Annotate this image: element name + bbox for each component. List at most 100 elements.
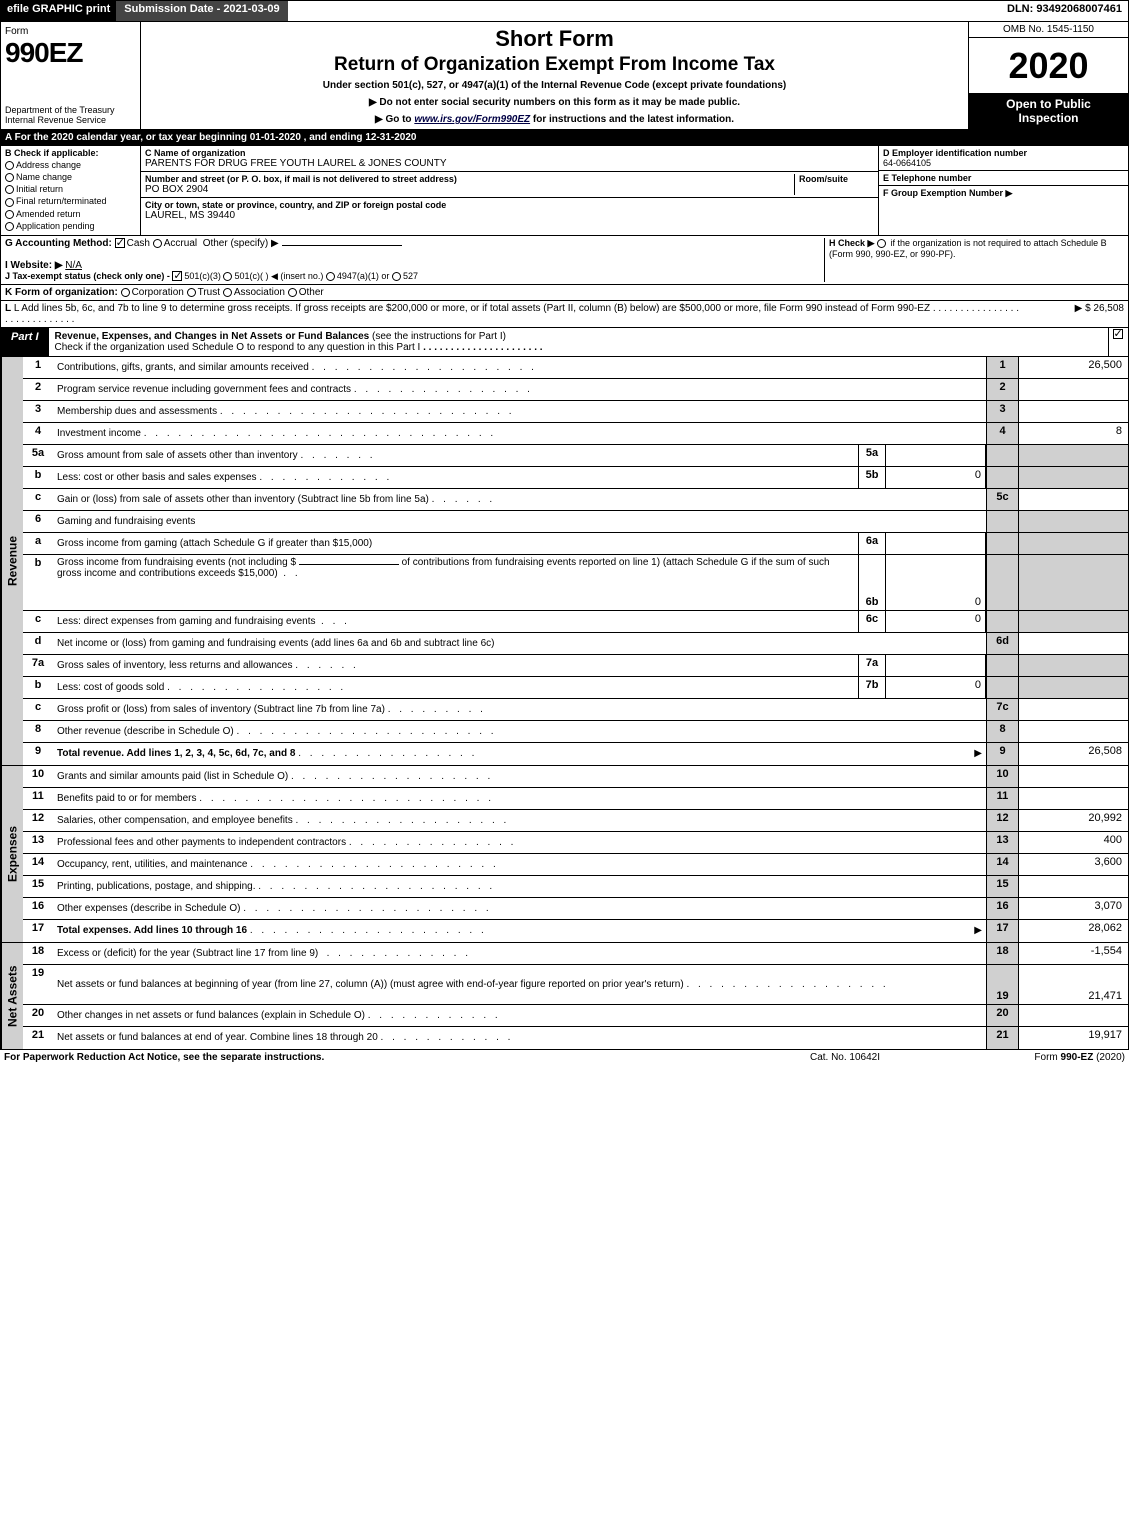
line-num: 8 xyxy=(23,721,53,742)
chk-assoc[interactable] xyxy=(223,288,232,297)
chk-amended[interactable]: Amended return xyxy=(5,209,136,219)
line-desc: Less: direct expenses from gaming and fu… xyxy=(53,611,858,632)
j-opt: 4947(a)(1) or xyxy=(337,271,390,281)
line-rnum-blank xyxy=(986,677,1018,698)
chk-corp[interactable] xyxy=(121,288,130,297)
irs-link[interactable]: www.irs.gov/Form990EZ xyxy=(414,114,530,125)
line-desc: Excess or (deficit) for the year (Subtra… xyxy=(53,943,986,964)
form-title-short: Short Form xyxy=(149,26,960,52)
city-row: City or town, state or province, country… xyxy=(141,198,878,223)
sub-val: 0 xyxy=(886,611,986,632)
inspect-line1: Open to Public xyxy=(1006,97,1091,111)
line-6: 6 Gaming and fundraising events xyxy=(23,511,1128,533)
ein-row: D Employer identification number 64-0664… xyxy=(879,146,1128,171)
header-sub1: Under section 501(c), 527, or 4947(a)(1)… xyxy=(149,80,960,91)
chk-4947[interactable] xyxy=(326,272,335,281)
line-rnum: 11 xyxy=(986,788,1018,809)
line-rval-blank xyxy=(1018,611,1128,632)
chk-initial-return[interactable]: Initial return xyxy=(5,184,136,194)
line-rval: -1,554 xyxy=(1018,943,1128,964)
open-inspection: Open to Public Inspection xyxy=(969,93,1128,129)
website-val: N/A xyxy=(65,260,82,271)
line-rnum: 2 xyxy=(986,379,1018,400)
line-5a: 5a Gross amount from sale of assets othe… xyxy=(23,445,1128,467)
line-desc: Gross income from gaming (attach Schedul… xyxy=(53,533,858,554)
e-label: E Telephone number xyxy=(883,173,971,183)
line-desc: Total expenses. Add lines 10 through 16 … xyxy=(53,920,986,942)
line-desc: Membership dues and assessments . . . . … xyxy=(53,401,986,422)
part1-checkbox[interactable] xyxy=(1108,328,1128,356)
line-desc: Net assets or fund balances at end of ye… xyxy=(53,1027,986,1049)
chk-cash[interactable] xyxy=(115,238,125,248)
line-rnum: 5c xyxy=(986,489,1018,510)
sub3-post: for instructions and the latest informat… xyxy=(530,114,734,125)
sub-val xyxy=(886,445,986,466)
line-desc: Gross amount from sale of assets other t… xyxy=(53,445,858,466)
line-num: 18 xyxy=(23,943,53,964)
sub-val xyxy=(886,533,986,554)
efile-label[interactable]: efile GRAPHIC print xyxy=(1,1,116,21)
chk-address-change[interactable]: Address change xyxy=(5,160,136,170)
line-rnum-blank xyxy=(986,511,1018,532)
line-rval xyxy=(1018,721,1128,742)
line-1: 1 Contributions, gifts, grants, and simi… xyxy=(23,357,1128,379)
line-rnum: 17 xyxy=(986,920,1018,942)
chk-name-change[interactable]: Name change xyxy=(5,172,136,182)
chk-h[interactable] xyxy=(877,239,886,248)
revenue-table: Revenue 1 Contributions, gifts, grants, … xyxy=(0,357,1129,766)
line-num: 20 xyxy=(23,1005,53,1026)
contrib-input[interactable] xyxy=(299,564,399,565)
chk-527[interactable] xyxy=(392,272,401,281)
chk-label: Application pending xyxy=(16,221,95,231)
row-a-tax-year: A For the 2020 calendar year, or tax yea… xyxy=(0,130,1129,146)
sub-num: 5b xyxy=(858,467,886,488)
room-label: Room/suite xyxy=(799,174,848,184)
line-num: 16 xyxy=(23,898,53,919)
expenses-table: Expenses 10 Grants and similar amounts p… xyxy=(0,766,1129,943)
chk-app-pending[interactable]: Application pending xyxy=(5,221,136,231)
chk-label: Final return/terminated xyxy=(16,196,107,206)
part1-tab: Part I xyxy=(1,328,49,356)
line-desc: Gross profit or (loss) from sales of inv… xyxy=(53,699,986,720)
line-7b: b Less: cost of goods sold . . . . . . .… xyxy=(23,677,1128,699)
page-footer: For Paperwork Reduction Act Notice, see … xyxy=(0,1050,1129,1065)
group-exemption-row: F Group Exemption Number ▶ xyxy=(879,186,1128,235)
line-rnum: 20 xyxy=(986,1005,1018,1026)
chk-other-org[interactable] xyxy=(288,288,297,297)
desc-part1: Gross income from fundraising events (no… xyxy=(57,557,296,568)
line-num: 3 xyxy=(23,401,53,422)
chk-trust[interactable] xyxy=(187,288,196,297)
line-10: 10 Grants and similar amounts paid (list… xyxy=(23,766,1128,788)
dept-text: Department of the Treasury xyxy=(5,105,115,115)
street-row: Number and street (or P. O. box, if mail… xyxy=(141,172,878,198)
street-label: Number and street (or P. O. box, if mail… xyxy=(145,174,457,184)
street-val: PO BOX 2904 xyxy=(145,184,208,195)
line-21: 21 Net assets or fund balances at end of… xyxy=(23,1027,1128,1049)
chk-accrual[interactable] xyxy=(153,239,162,248)
j-label: J Tax-exempt status (check only one) - xyxy=(5,271,170,281)
line-num: 6 xyxy=(23,511,53,532)
line-rnum-blank xyxy=(986,533,1018,554)
part1-title: Revenue, Expenses, and Changes in Net As… xyxy=(49,328,1108,356)
line-desc: Net income or (loss) from gaming and fun… xyxy=(53,633,986,654)
other-specify-input[interactable] xyxy=(282,245,402,246)
chk-final-return[interactable]: Final return/terminated xyxy=(5,196,136,206)
sub-num: 5a xyxy=(858,445,886,466)
chk-501c3[interactable] xyxy=(172,271,182,281)
k-opt: Other xyxy=(299,287,324,298)
line-6c: c Less: direct expenses from gaming and … xyxy=(23,611,1128,633)
line-desc: Gross sales of inventory, less returns a… xyxy=(53,655,858,676)
line-num: 13 xyxy=(23,832,53,853)
c-label: C Name of organization xyxy=(145,148,246,158)
line-8: 8 Other revenue (describe in Schedule O)… xyxy=(23,721,1128,743)
j-opt: 527 xyxy=(403,271,418,281)
line-num: c xyxy=(23,489,53,510)
header-sub2: ▶ Do not enter social security numbers o… xyxy=(149,97,960,108)
line-5c: c Gain or (loss) from sale of assets oth… xyxy=(23,489,1128,511)
chk-501c[interactable] xyxy=(223,272,232,281)
line-15: 15 Printing, publications, postage, and … xyxy=(23,876,1128,898)
line-num: 5a xyxy=(23,445,53,466)
line-num: b xyxy=(23,555,53,610)
line-rnum: 10 xyxy=(986,766,1018,787)
line-rnum: 7c xyxy=(986,699,1018,720)
